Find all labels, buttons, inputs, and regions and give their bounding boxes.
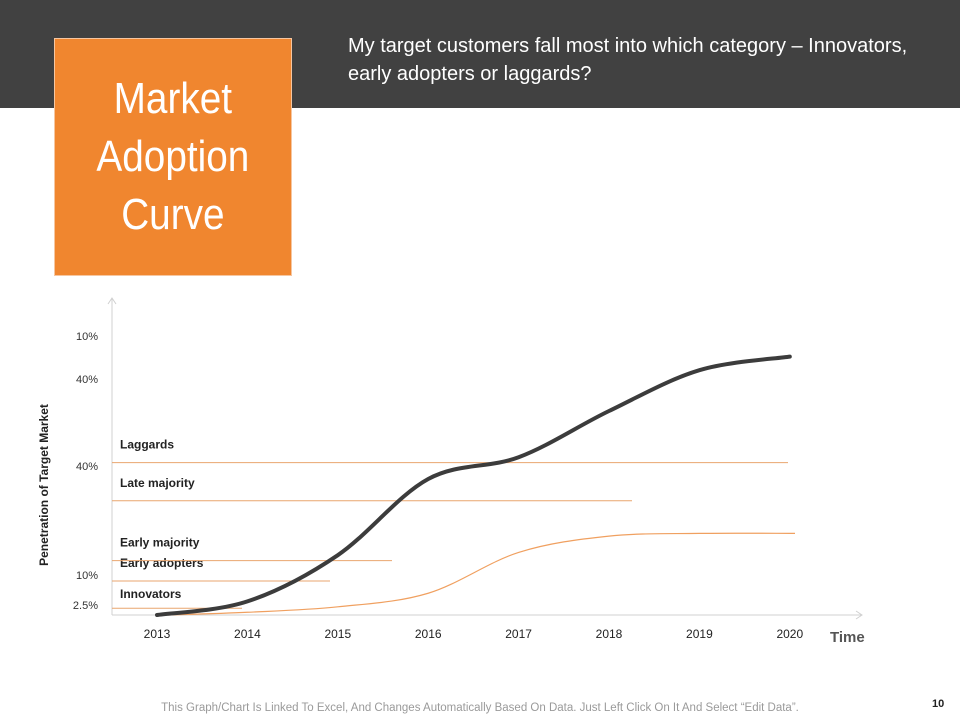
slide-question: My target customers fall most into which… — [348, 35, 908, 85]
band-label-1: Early adopters — [120, 556, 204, 570]
x-tick-label: 2013 — [144, 627, 171, 641]
band-label-2: Early majority — [120, 536, 200, 550]
x-tick-label: 2014 — [234, 627, 261, 641]
x-tick-label: 2017 — [505, 627, 532, 641]
y-axis-arrow — [107, 297, 117, 305]
y-axis-title: Penetration of Target Market — [37, 404, 51, 566]
x-axis-title: Time — [830, 629, 865, 646]
footer-note: This Graph/Chart Is Linked To Excel, And… — [161, 702, 799, 714]
slide-title-line: Market — [113, 74, 233, 123]
title-box: Market Adoption Curve — [54, 38, 292, 276]
band-label-4: Laggards — [120, 438, 174, 452]
x-axis-arrow — [855, 610, 863, 620]
slide-title-line: Curve — [121, 190, 225, 239]
band-pct-3: 40% — [76, 374, 98, 386]
series-line-dark — [155, 354, 792, 617]
band-pct-2: 40% — [76, 461, 98, 473]
x-tick-label: 2015 — [324, 627, 351, 641]
x-tick-label: 2019 — [686, 627, 713, 641]
x-tick-label: 2020 — [776, 627, 803, 641]
series-line-orange — [167, 532, 796, 616]
x-tick-label: 2016 — [415, 627, 442, 641]
band-pct-0: 2.5% — [73, 600, 98, 612]
x-tick-label: 2018 — [596, 627, 623, 641]
band-label-3: Late majority — [120, 476, 195, 490]
page-number: 10 — [932, 698, 945, 710]
band-label-0: Innovators — [120, 587, 182, 601]
band-pct-4: 10% — [76, 331, 98, 343]
slide-title: Market Adoption Curve — [97, 70, 250, 244]
band-pct-1: 10% — [76, 570, 98, 582]
slide-title-line: Adoption — [96, 132, 250, 181]
